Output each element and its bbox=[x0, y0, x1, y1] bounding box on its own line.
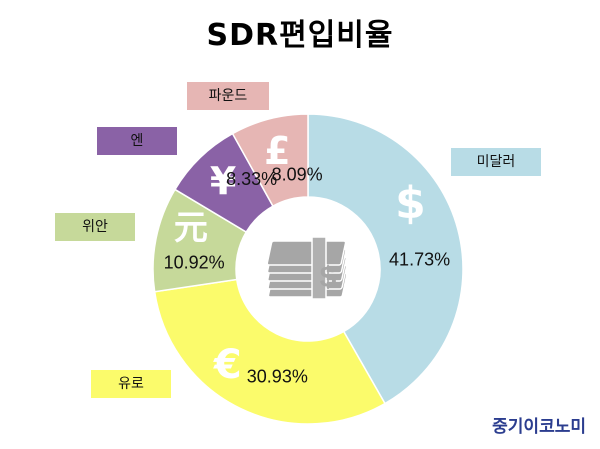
slice-value-label-0: 41.73% bbox=[389, 249, 450, 269]
slice-value-label-4: 8.09% bbox=[272, 165, 323, 185]
currency-symbol-1: € bbox=[213, 342, 242, 388]
slice-value-label-1: 30.93% bbox=[247, 367, 308, 387]
legend-label-4: 파운드 bbox=[187, 82, 269, 110]
legend-label-0: 미달러 bbox=[451, 148, 541, 176]
currency-symbol-4: £ bbox=[264, 129, 290, 173]
currency-symbol-3: ¥ bbox=[210, 159, 236, 203]
donut-slice-1 bbox=[153, 278, 386, 425]
currency-symbol-2: 元 bbox=[174, 208, 208, 248]
slice-value-label-3: 8.33% bbox=[226, 169, 277, 189]
slice-value-label-2: 10.92% bbox=[164, 253, 225, 273]
svg-text:$: $ bbox=[320, 261, 337, 294]
currency-symbol-0: $ bbox=[395, 177, 426, 228]
legend-label-2: 위안 bbox=[55, 213, 135, 241]
donut-slice-0 bbox=[307, 113, 464, 405]
money-stack-icon: $ bbox=[266, 236, 348, 300]
brand-logo: 중기이코노미 bbox=[492, 417, 586, 437]
chart-title: SDR편입비율 bbox=[206, 18, 394, 53]
legend-label-1: 유로 bbox=[91, 370, 171, 398]
legend-label-3: 엔 bbox=[97, 127, 177, 155]
donut-slice-4 bbox=[231, 113, 309, 208]
